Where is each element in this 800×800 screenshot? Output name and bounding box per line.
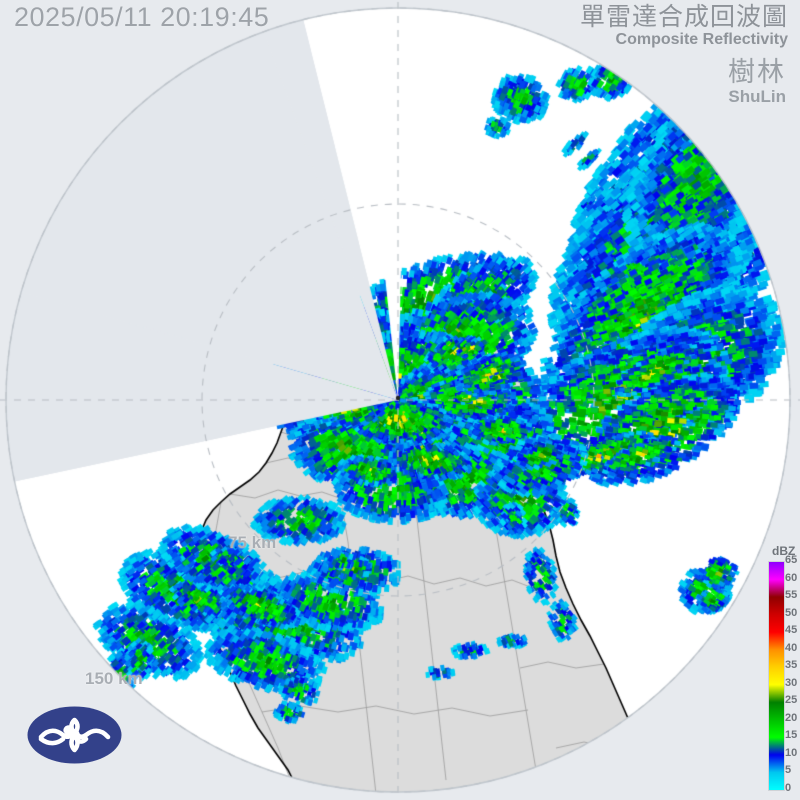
dbz-legend-title: dBZ bbox=[772, 544, 796, 558]
dbz-tick-0: 0 bbox=[785, 782, 792, 794]
dbz-tick-10: 10 bbox=[785, 746, 798, 759]
dbz-tick-15: 15 bbox=[785, 729, 798, 742]
dbz-color-scale: dBZ 65 60 55 50 45 40 35 30 25 20 15 10 5 0 bbox=[764, 544, 800, 794]
dbz-tick-30: 30 bbox=[785, 676, 798, 689]
dbz-tick-50: 50 bbox=[785, 606, 798, 619]
dbz-tick-45: 45 bbox=[785, 624, 798, 637]
dbz-tick-25: 25 bbox=[785, 694, 798, 707]
dbz-tick-40: 40 bbox=[785, 641, 798, 654]
dbz-tick-20: 20 bbox=[785, 711, 798, 724]
dbz-tick-labels: 65 60 55 50 45 40 35 30 25 20 15 10 5 0 bbox=[785, 554, 800, 796]
dbz-tick-65: 65 bbox=[785, 554, 798, 566]
dbz-tick-5: 5 bbox=[785, 764, 792, 777]
dbz-tick-60: 60 bbox=[785, 571, 798, 584]
cwa-logo bbox=[27, 706, 122, 764]
dbz-tick-35: 35 bbox=[785, 659, 798, 672]
dbz-color-bar bbox=[768, 561, 785, 791]
dbz-tick-55: 55 bbox=[785, 589, 798, 602]
